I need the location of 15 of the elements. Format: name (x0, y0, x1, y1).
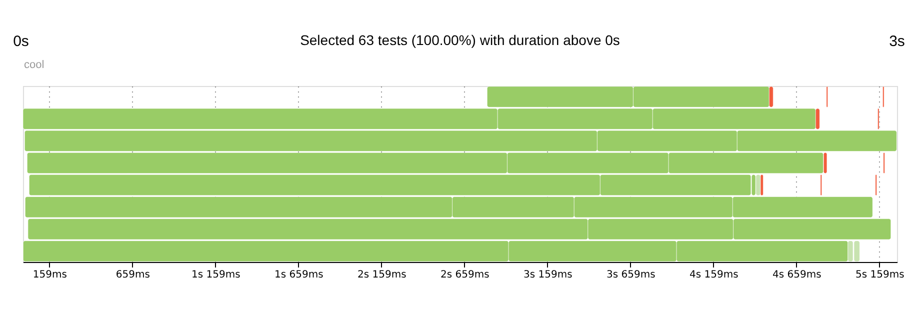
x-tick-label: 5s 159ms (856, 270, 904, 280)
x-tick-label: 1s 159ms (192, 270, 240, 280)
x-tick-label: 1s 659ms (274, 270, 324, 280)
x-tick-label: 4s 159ms (690, 270, 738, 280)
x-tick-label: 659ms (116, 270, 150, 280)
x-tick-label: 3s 159ms (524, 270, 572, 280)
text: 3s (889, 33, 905, 50)
x-tick-label: 2s 659ms (440, 270, 490, 280)
text: cool (24, 59, 44, 71)
x-tick-label: 2s 159ms (358, 270, 406, 280)
x-tick-label: 4s 659ms (772, 270, 822, 280)
text: 0s (13, 33, 29, 50)
x-tick-label: 159ms (32, 270, 67, 280)
x-tick-label: 3s 659ms (606, 270, 656, 280)
chart-title: Selected 63 tests (100.00%) with duration above 0s (300, 32, 620, 48)
